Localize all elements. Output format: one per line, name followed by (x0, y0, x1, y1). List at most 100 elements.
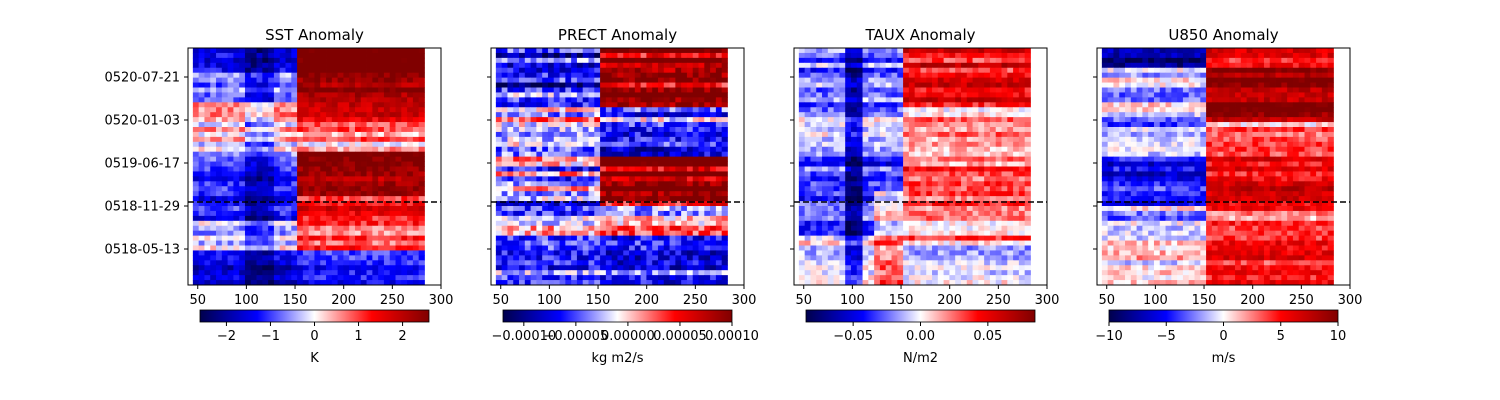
heatmap-cell (302, 275, 310, 281)
heatmap-cell (920, 62, 927, 69)
heatmap-cell (542, 131, 549, 138)
heatmap-cell (571, 52, 578, 59)
heatmap-cell (354, 181, 362, 187)
heatmap-cell (652, 62, 659, 69)
heatmap-cell (920, 176, 927, 182)
heatmap-cell (542, 260, 549, 266)
heatmap-cell (233, 72, 240, 79)
heatmap-cell (331, 240, 339, 246)
heatmap-cell (395, 270, 402, 276)
heatmap-cell (349, 161, 356, 167)
heatmap-cell (839, 161, 846, 167)
heatmap-cell (383, 87, 391, 93)
heatmap-cell (501, 191, 508, 197)
heatmap-cell (320, 141, 327, 148)
heatmap-cell (536, 136, 543, 143)
heatmap-cell (524, 48, 531, 54)
heatmap-cell (507, 141, 514, 148)
heatmap-cell (366, 230, 373, 237)
heatmap-cell (210, 196, 217, 202)
heatmap-cell (559, 181, 566, 187)
heatmap-cell (547, 48, 555, 54)
heatmap-cell (1018, 52, 1026, 59)
heatmap-cell (210, 131, 217, 138)
heatmap-cell (383, 57, 391, 64)
heatmap-cell (210, 210, 217, 217)
heatmap-cell (331, 131, 339, 138)
heatmap-cell (256, 245, 263, 251)
heatmap-cell (314, 270, 321, 276)
heatmap-cell (822, 166, 829, 172)
heatmap-cell (704, 270, 711, 276)
heatmap-cell (262, 136, 269, 143)
heatmap-cell (839, 166, 846, 172)
heatmap-cell (920, 161, 927, 167)
heatmap-cell (204, 72, 211, 79)
heatmap-cell (326, 67, 333, 74)
heatmap-cell (349, 245, 356, 251)
heatmap-cell (360, 260, 367, 266)
heatmap-cell (721, 97, 728, 103)
heatmap-cell (565, 240, 572, 246)
heatmap-cell (565, 102, 572, 108)
heatmap-cell (553, 117, 560, 123)
heatmap-cell (542, 67, 549, 74)
heatmap-cell (378, 206, 385, 212)
heatmap-cell (640, 82, 647, 88)
heatmap-cell (360, 117, 367, 123)
heatmap-cell (244, 260, 252, 266)
heatmap-cell (331, 52, 339, 59)
heatmap-cell (891, 57, 898, 64)
heatmap-cell (629, 62, 636, 69)
heatmap-cell (308, 72, 315, 79)
heatmap-cell (383, 146, 391, 153)
heatmap-cell (383, 191, 391, 197)
heatmap-cell (349, 136, 356, 143)
heatmap-cell (576, 122, 584, 128)
heatmap-cell (914, 92, 921, 98)
heatmap-cell (937, 62, 945, 69)
heatmap-cell (885, 57, 892, 64)
heatmap-cell (279, 181, 286, 187)
heatmap-cell (331, 275, 339, 281)
heatmap-cell (216, 191, 223, 197)
heatmap-cell (937, 77, 945, 83)
heatmap-cell (984, 146, 991, 153)
heatmap-cell (897, 102, 904, 108)
heatmap-cell (675, 146, 682, 153)
heatmap-cell (256, 77, 263, 83)
heatmap-cell (715, 141, 723, 148)
heatmap-cell (611, 102, 618, 108)
heatmap-cell (262, 171, 269, 177)
heatmap-cell (914, 127, 921, 133)
heatmap-cell (698, 97, 705, 103)
heatmap-cell (256, 87, 263, 93)
heatmap-cell (611, 146, 618, 153)
heatmap-cell (932, 127, 939, 133)
heatmap-cell (216, 141, 223, 148)
heatmap-cell (804, 62, 811, 69)
heatmap-cell (349, 240, 356, 246)
heatmap-cell (920, 107, 927, 113)
heatmap-cell (721, 72, 728, 79)
heatmap-cell (972, 72, 979, 79)
heatmap-cell (250, 191, 257, 197)
heatmap-cell (879, 127, 887, 133)
heatmap-cell (594, 112, 601, 118)
heatmap-cell (542, 156, 549, 162)
heatmap-cell (1024, 112, 1031, 118)
heatmap-cell (198, 250, 205, 256)
heatmap-cell (634, 151, 642, 158)
heatmap-cell (588, 57, 595, 64)
heatmap-cell (989, 122, 997, 128)
heatmap-cell (354, 146, 362, 153)
heatmap-cell (972, 131, 979, 138)
heatmap-cell (262, 191, 269, 197)
heatmap-cell (256, 270, 263, 276)
heatmap-cell (308, 270, 315, 276)
heatmap-cell (366, 156, 373, 162)
heatmap-cell (291, 235, 298, 241)
heatmap-cell (343, 196, 350, 202)
heatmap-cell (565, 235, 572, 241)
heatmap-cell (198, 52, 205, 59)
